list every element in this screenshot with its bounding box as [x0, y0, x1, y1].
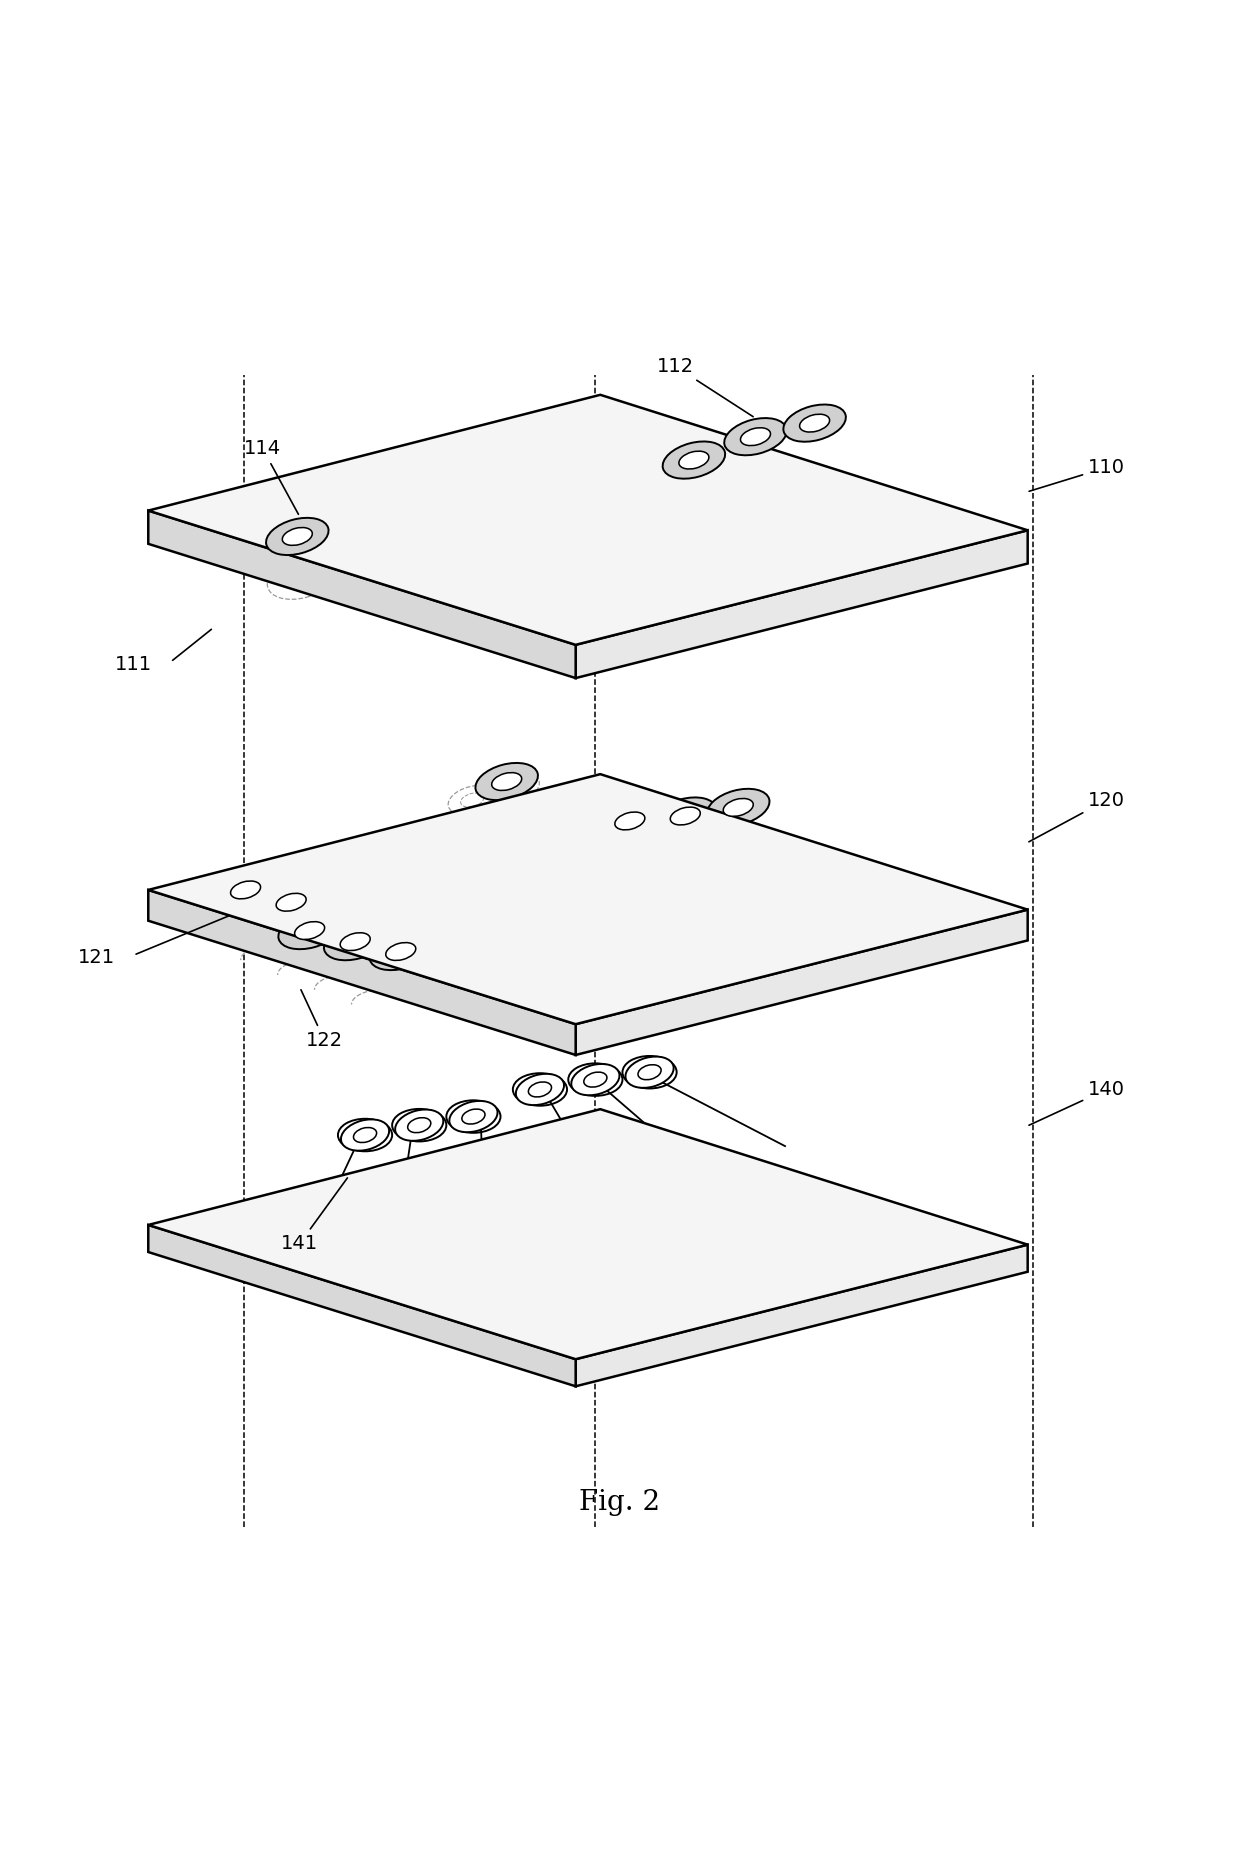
Ellipse shape [800, 413, 830, 432]
Ellipse shape [528, 1081, 552, 1096]
Ellipse shape [511, 475, 537, 490]
Ellipse shape [600, 447, 625, 462]
Ellipse shape [310, 894, 334, 907]
Polygon shape [575, 909, 1028, 1055]
Text: 140: 140 [1029, 1080, 1125, 1124]
Polygon shape [575, 529, 1028, 677]
Text: 110: 110 [1029, 458, 1125, 492]
Ellipse shape [408, 1117, 430, 1132]
Polygon shape [149, 775, 1028, 1023]
Ellipse shape [516, 1074, 564, 1106]
Ellipse shape [285, 569, 317, 587]
Ellipse shape [460, 793, 484, 806]
Polygon shape [149, 1110, 1028, 1358]
Polygon shape [149, 1226, 575, 1386]
Ellipse shape [215, 872, 277, 909]
Ellipse shape [396, 529, 420, 544]
Ellipse shape [503, 780, 527, 795]
Polygon shape [149, 395, 1028, 645]
Ellipse shape [723, 799, 753, 816]
Ellipse shape [278, 911, 341, 949]
Text: 112: 112 [657, 357, 753, 417]
Ellipse shape [283, 528, 312, 544]
Text: Fig. 2: Fig. 2 [579, 1489, 661, 1516]
Ellipse shape [639, 1065, 661, 1080]
Ellipse shape [324, 922, 387, 960]
Ellipse shape [740, 428, 770, 445]
Ellipse shape [671, 806, 701, 825]
Ellipse shape [724, 417, 786, 455]
Ellipse shape [678, 451, 709, 470]
Ellipse shape [295, 922, 325, 939]
Ellipse shape [396, 1110, 444, 1141]
Text: 122: 122 [301, 990, 343, 1050]
Ellipse shape [267, 518, 329, 556]
Text: 141: 141 [281, 1179, 347, 1254]
Polygon shape [575, 1244, 1028, 1386]
Ellipse shape [330, 556, 363, 576]
Ellipse shape [277, 892, 306, 911]
Ellipse shape [231, 881, 260, 898]
Ellipse shape [412, 836, 434, 849]
Ellipse shape [547, 795, 570, 810]
Ellipse shape [662, 442, 725, 479]
Ellipse shape [479, 500, 505, 515]
Polygon shape [149, 511, 575, 677]
Ellipse shape [615, 812, 645, 831]
Ellipse shape [466, 490, 491, 505]
Ellipse shape [572, 1065, 620, 1095]
Ellipse shape [370, 934, 432, 971]
Ellipse shape [438, 515, 463, 529]
Ellipse shape [492, 773, 522, 790]
Ellipse shape [784, 404, 846, 442]
Ellipse shape [653, 797, 717, 834]
Ellipse shape [422, 531, 454, 552]
Ellipse shape [353, 1128, 377, 1143]
Ellipse shape [376, 544, 408, 563]
Text: 120: 120 [1029, 791, 1125, 842]
Ellipse shape [599, 803, 661, 840]
Ellipse shape [341, 1119, 389, 1151]
Ellipse shape [260, 883, 322, 921]
Ellipse shape [386, 943, 415, 960]
Text: 111: 111 [115, 655, 153, 674]
Polygon shape [149, 891, 575, 1055]
Ellipse shape [584, 1072, 606, 1087]
Ellipse shape [707, 790, 770, 825]
Ellipse shape [353, 906, 377, 921]
Ellipse shape [340, 934, 371, 950]
Text: 114: 114 [244, 440, 299, 515]
Text: 121: 121 [78, 949, 115, 967]
Ellipse shape [556, 460, 582, 475]
Ellipse shape [449, 1100, 497, 1132]
Ellipse shape [475, 763, 538, 801]
Ellipse shape [461, 1110, 485, 1124]
Ellipse shape [455, 833, 477, 846]
Ellipse shape [625, 1057, 673, 1087]
